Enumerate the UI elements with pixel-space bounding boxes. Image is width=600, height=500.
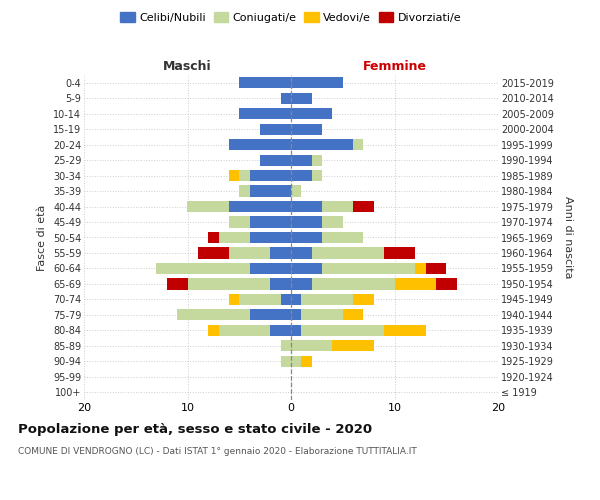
- Bar: [157, 263, 250, 274]
- Text: Popolazione per età, sesso e stato civile - 2020: Popolazione per età, sesso e stato civil…: [18, 422, 372, 436]
- Bar: [167, 278, 187, 289]
- Bar: [291, 340, 332, 351]
- Bar: [281, 340, 291, 351]
- Bar: [322, 263, 415, 274]
- Bar: [291, 356, 301, 367]
- Bar: [322, 232, 364, 243]
- Bar: [271, 278, 291, 289]
- Bar: [301, 294, 353, 305]
- Bar: [291, 294, 301, 305]
- Bar: [281, 92, 291, 104]
- Bar: [239, 108, 291, 120]
- Bar: [353, 139, 364, 150]
- Bar: [187, 201, 229, 212]
- Bar: [208, 232, 218, 243]
- Bar: [198, 248, 229, 258]
- Bar: [250, 170, 291, 181]
- Bar: [250, 232, 291, 243]
- Bar: [415, 263, 425, 274]
- Bar: [260, 124, 291, 134]
- Bar: [187, 278, 271, 289]
- Bar: [291, 216, 322, 228]
- Y-axis label: Fasce di età: Fasce di età: [37, 204, 47, 270]
- Bar: [332, 340, 374, 351]
- Bar: [312, 154, 322, 166]
- Bar: [229, 248, 271, 258]
- Bar: [229, 201, 291, 212]
- Bar: [229, 139, 291, 150]
- Bar: [322, 201, 353, 212]
- Bar: [301, 310, 343, 320]
- Bar: [436, 278, 457, 289]
- Bar: [291, 154, 312, 166]
- Bar: [291, 263, 322, 274]
- Bar: [301, 325, 384, 336]
- Bar: [218, 325, 271, 336]
- Bar: [312, 278, 395, 289]
- Bar: [312, 170, 322, 181]
- Bar: [291, 310, 301, 320]
- Text: Maschi: Maschi: [163, 60, 212, 72]
- Bar: [384, 248, 415, 258]
- Bar: [271, 325, 291, 336]
- Bar: [218, 232, 250, 243]
- Legend: Celibi/Nubili, Coniugati/e, Vedovi/e, Divorziati/e: Celibi/Nubili, Coniugati/e, Vedovi/e, Di…: [121, 12, 461, 23]
- Bar: [384, 325, 425, 336]
- Bar: [343, 310, 364, 320]
- Bar: [291, 278, 312, 289]
- Bar: [229, 170, 239, 181]
- Bar: [291, 124, 322, 134]
- Bar: [208, 325, 218, 336]
- Bar: [301, 356, 312, 367]
- Bar: [239, 170, 250, 181]
- Bar: [271, 248, 291, 258]
- Bar: [250, 186, 291, 196]
- Bar: [291, 201, 322, 212]
- Bar: [312, 248, 384, 258]
- Text: COMUNE DI VENDROGNO (LC) - Dati ISTAT 1° gennaio 2020 - Elaborazione TUTTITALIA.: COMUNE DI VENDROGNO (LC) - Dati ISTAT 1°…: [18, 448, 417, 456]
- Bar: [250, 263, 291, 274]
- Bar: [425, 263, 446, 274]
- Bar: [229, 294, 239, 305]
- Bar: [291, 92, 312, 104]
- Bar: [239, 186, 250, 196]
- Bar: [291, 77, 343, 88]
- Bar: [260, 154, 291, 166]
- Bar: [291, 325, 301, 336]
- Bar: [250, 310, 291, 320]
- Bar: [239, 294, 281, 305]
- Bar: [291, 139, 353, 150]
- Bar: [239, 77, 291, 88]
- Text: Femmine: Femmine: [362, 60, 427, 72]
- Bar: [353, 294, 374, 305]
- Bar: [291, 232, 322, 243]
- Bar: [353, 201, 374, 212]
- Bar: [291, 248, 312, 258]
- Bar: [229, 216, 250, 228]
- Bar: [322, 216, 343, 228]
- Bar: [250, 216, 291, 228]
- Bar: [291, 170, 312, 181]
- Bar: [395, 278, 436, 289]
- Bar: [281, 294, 291, 305]
- Bar: [177, 310, 250, 320]
- Bar: [291, 186, 301, 196]
- Bar: [291, 108, 332, 120]
- Y-axis label: Anni di nascita: Anni di nascita: [563, 196, 573, 279]
- Bar: [281, 356, 291, 367]
